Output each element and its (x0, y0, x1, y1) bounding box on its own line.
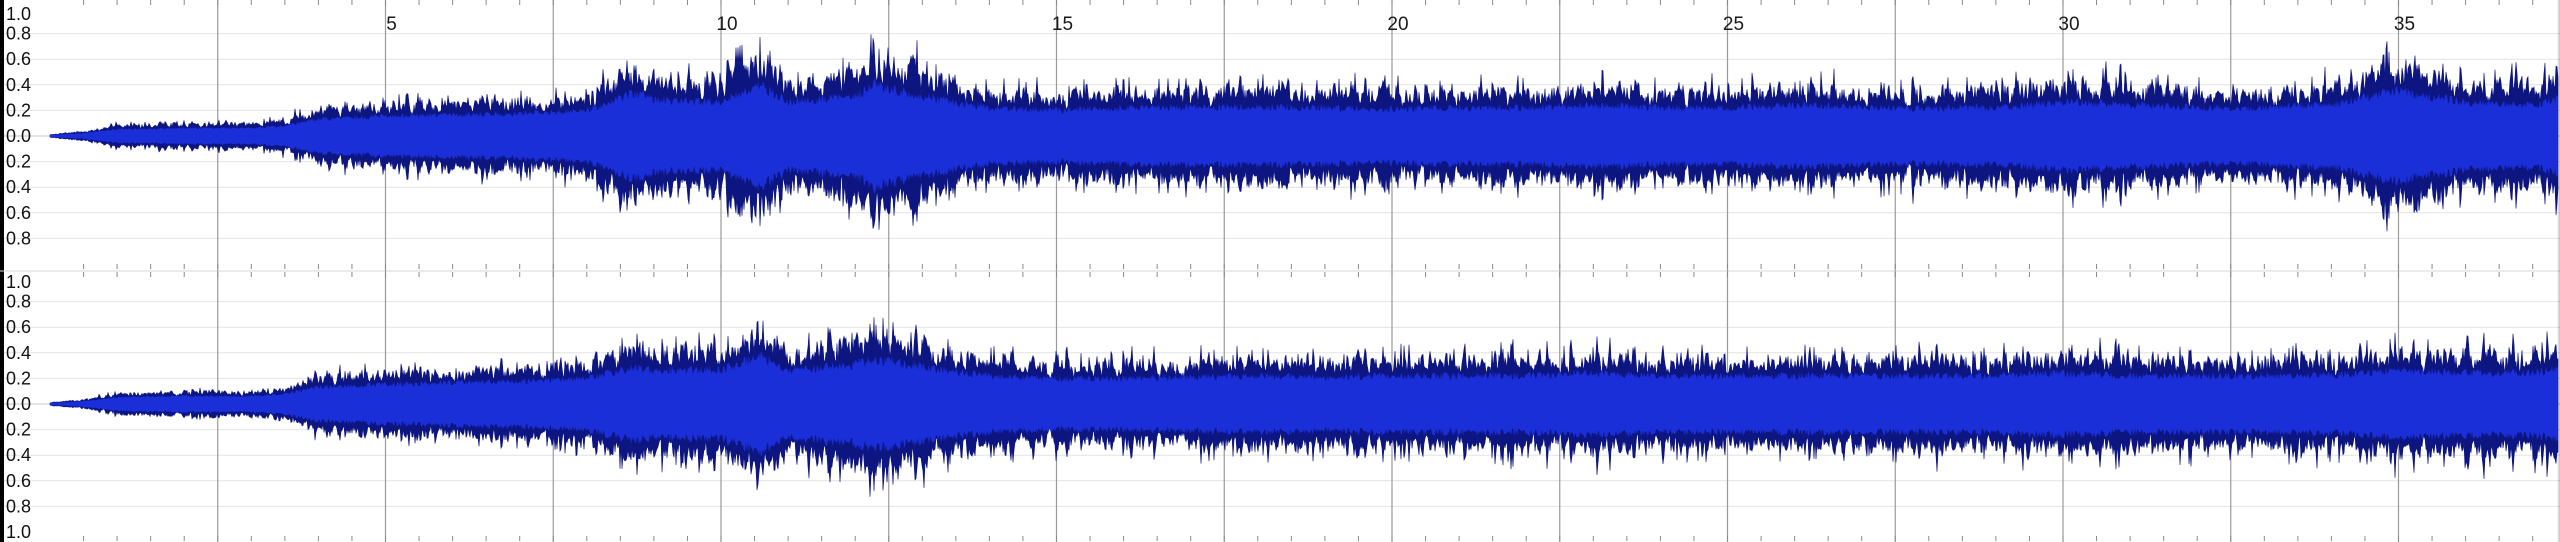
amplitude-label: 0.6 (6, 49, 31, 69)
time-label: 30 (2058, 14, 2079, 35)
amplitude-label: 0.2 (6, 152, 31, 172)
amplitude-label: 0.8 (6, 292, 31, 312)
amplitude-label: 0.8 (6, 24, 31, 44)
time-label: 10 (716, 14, 737, 35)
amplitude-label: 0.4 (6, 177, 31, 197)
time-label: 25 (1723, 14, 1744, 35)
amplitude-label-top: 1.0 (6, 272, 31, 292)
amplitude-label: 0.2 (6, 368, 31, 388)
time-label: 20 (1387, 14, 1408, 35)
amplitude-label-bottom: 1.0 (6, 522, 31, 542)
amplitude-label: 0.2 (6, 100, 31, 120)
waveform-channel-1[interactable] (49, 34, 2559, 232)
time-label: 35 (2394, 14, 2415, 35)
amplitude-label: 0.6 (6, 317, 31, 337)
label-layer: 1.00.80.60.40.20.00.20.40.60.81.00.80.60… (6, 4, 2415, 542)
amplitude-label: 0.0 (6, 126, 31, 146)
amplitude-label: 0.6 (6, 471, 31, 491)
time-label: 15 (1052, 14, 1073, 35)
amplitude-label: 0.0 (6, 394, 31, 414)
amplitude-label: 0.8 (6, 496, 31, 516)
wave-layer[interactable] (49, 34, 2559, 497)
amplitude-label: 0.4 (6, 445, 31, 465)
waveform-channel-2[interactable] (49, 317, 2559, 497)
amplitude-label: 0.2 (6, 420, 31, 440)
right-edge-shadow (2557, 0, 2560, 542)
amplitude-label: 0.4 (6, 343, 31, 363)
amplitude-label: 0.4 (6, 75, 31, 95)
time-label: 5 (386, 14, 397, 35)
amplitude-label: 0.6 (6, 203, 31, 223)
amplitude-label: 0.8 (6, 228, 31, 248)
amplitude-label-top: 1.0 (6, 4, 31, 24)
